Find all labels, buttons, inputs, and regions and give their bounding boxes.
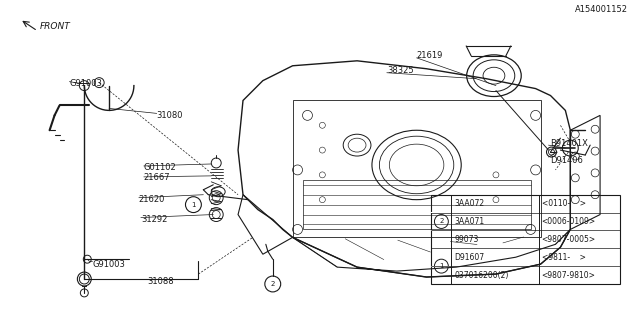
Text: <9807-9810>: <9807-9810>	[541, 270, 595, 280]
Text: 21620: 21620	[139, 195, 165, 204]
Text: FRONT: FRONT	[40, 21, 70, 31]
Text: 3AA071: 3AA071	[454, 217, 484, 226]
Circle shape	[77, 272, 92, 286]
Text: 38325: 38325	[387, 66, 413, 75]
Text: B91401X: B91401X	[550, 139, 588, 148]
Text: 1: 1	[191, 202, 196, 208]
Bar	[431, 266, 451, 267]
Text: A154001152: A154001152	[575, 5, 628, 14]
Text: <9811-    >: <9811- >	[541, 253, 586, 262]
Text: <0110-    >: <0110- >	[541, 199, 586, 208]
Text: <9807-0005>: <9807-0005>	[541, 235, 596, 244]
Text: D91607: D91607	[454, 253, 484, 262]
Text: 31292: 31292	[141, 215, 167, 224]
Text: G01102: G01102	[144, 164, 177, 172]
Text: 21667: 21667	[144, 173, 170, 182]
Text: 2: 2	[439, 219, 444, 225]
Text: 31088: 31088	[147, 276, 173, 285]
Bar	[431, 195, 620, 284]
Text: 1: 1	[439, 263, 444, 269]
Text: 31080: 31080	[157, 111, 183, 120]
Bar	[431, 230, 451, 231]
Text: G91003: G91003	[69, 79, 102, 88]
Bar	[431, 212, 451, 213]
Text: 037016200(2): 037016200(2)	[454, 270, 509, 280]
Text: D91406: D91406	[550, 156, 584, 164]
Text: 99073: 99073	[454, 235, 479, 244]
Text: G91003: G91003	[92, 260, 125, 269]
Text: 2: 2	[271, 281, 275, 287]
Text: 21619: 21619	[417, 51, 443, 60]
Text: <0006-0109>: <0006-0109>	[541, 217, 596, 226]
Text: 3AA072: 3AA072	[454, 199, 484, 208]
